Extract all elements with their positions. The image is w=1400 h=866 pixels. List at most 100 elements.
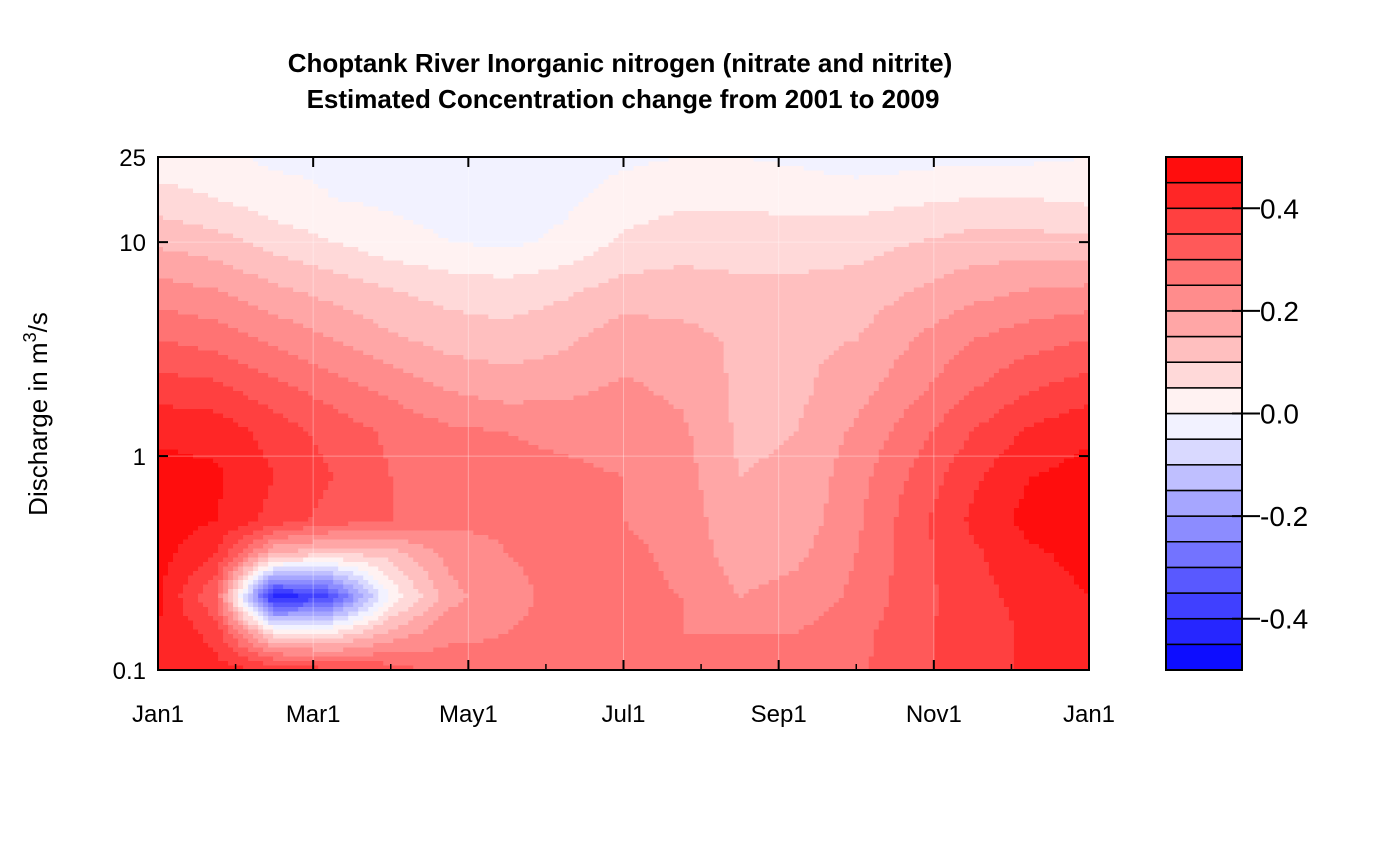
contour-cell [823,521,865,527]
contour-cell [553,449,695,455]
contour-cell [723,364,820,370]
contour-cell [943,233,1090,239]
contour-cell [358,580,369,586]
contour-cell [248,364,319,370]
contour-cell [973,499,1020,505]
contour-cell [648,548,715,554]
contour-cell [363,602,374,608]
contour-cell [383,359,489,365]
contour-cell [258,625,264,631]
contour-cell [268,404,334,410]
contour-cell [393,481,625,487]
contour-cell [878,382,930,388]
contour-cell [443,305,545,311]
contour-cell [1053,346,1090,352]
contour-cell [158,220,184,226]
contour-cell [623,481,700,487]
contour-cell [388,458,585,464]
contour-cell [933,278,1090,284]
contour-cell [438,589,464,595]
contour-cell [568,211,675,217]
contour-cell [883,616,935,622]
contour-cell [933,544,980,550]
contour-cell [823,508,865,514]
contour-cell [883,440,925,446]
contour-cell [203,584,219,590]
contour-cell [768,211,870,217]
contour-cell [343,607,359,613]
contour-cell [158,256,209,262]
contour-cell [663,571,725,577]
contour-cell [863,499,900,505]
contour-cell [263,499,319,505]
contour-cell [158,665,244,671]
contour-cell [223,634,234,640]
contour-cell [218,287,294,293]
colorbar-band [1165,438,1243,466]
contour-cell [1013,436,1090,442]
contour-cell [343,598,354,604]
colorbar-band [1165,181,1243,210]
contour-cell [158,337,259,343]
contour-cell [158,562,169,568]
contour-cell [238,296,319,302]
contour-cell [943,364,1010,370]
contour-cell [223,467,274,473]
contour-cell [973,427,1025,433]
contour-cell [908,476,945,482]
contour-cell [623,517,710,523]
contour-cell [163,611,184,617]
contour-cell [728,400,810,406]
contour-cell [263,620,269,626]
contour-cell [158,629,199,635]
contour-cell [213,377,279,383]
contour-cell [218,319,294,325]
contour-cell [228,661,264,667]
contour-cell [498,634,875,640]
contour-cell [288,350,364,356]
contour-cell [248,332,324,338]
contour-cell [1013,323,1090,329]
contour-cell [208,580,219,586]
contour-cell [268,458,324,464]
contour-cell [498,539,645,545]
contour-cell [338,197,585,203]
contour-cell [663,395,730,401]
contour-cell [608,242,910,248]
contour-cell [903,292,1010,298]
contour-cell [1013,625,1090,631]
contour-cell [428,607,449,613]
contour-cell [933,323,1015,329]
contour-cell [443,350,560,356]
contour-cell [933,508,970,514]
contour-cell [248,647,264,653]
contour-cell [1053,314,1090,320]
contour-cell [623,508,705,514]
contour-cell [968,265,1090,271]
contour-cell [413,602,434,608]
contour-cell [948,314,1055,320]
colorbar-band [1165,156,1243,184]
contour-cell [1018,431,1090,437]
contour-cell [158,395,249,401]
contour-cell [253,562,259,568]
contour-cell [843,589,890,595]
contour-cell [158,247,164,253]
contour-cell [158,328,239,334]
contour-cell [368,571,384,577]
contour-cell [868,490,905,496]
contour-cell [343,602,354,608]
contour-cell [378,440,529,446]
contour-cell [743,593,845,599]
contour-cell [1068,341,1090,347]
contour-cell [893,526,930,532]
contour-cell [898,494,940,500]
contour-cell [218,566,224,572]
contour-cell [158,341,179,347]
contour-cell [223,260,304,266]
contour-cell [723,368,820,374]
contour-cell [218,611,224,617]
contour-cell [208,256,289,262]
contour-cell [228,593,234,599]
contour-cell [228,598,234,604]
